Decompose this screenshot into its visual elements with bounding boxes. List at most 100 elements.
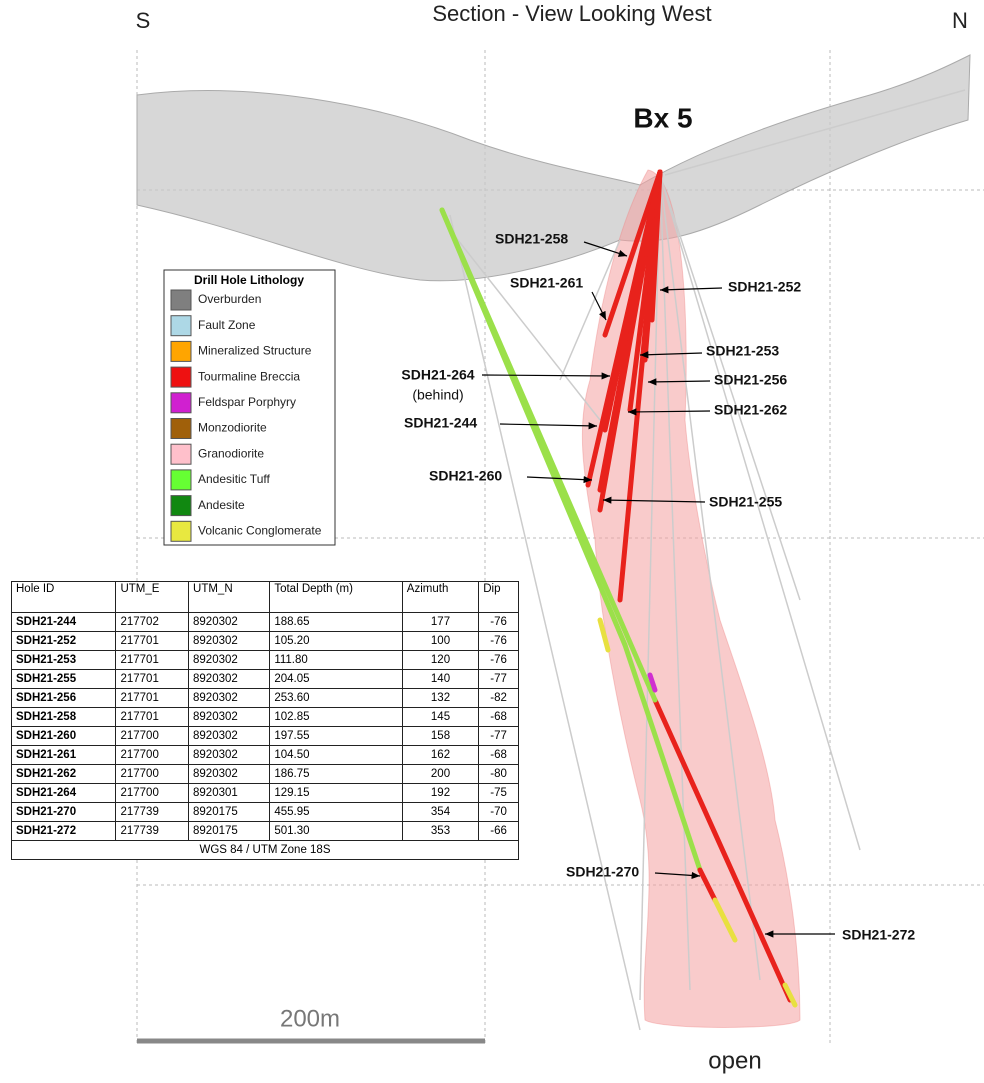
callout-label: SDH21-264 xyxy=(401,367,474,383)
legend-label: Fault Zone xyxy=(198,318,256,332)
table-cell: 501.30 xyxy=(269,821,403,841)
callout-label: SDH21-255 xyxy=(709,494,782,510)
legend-label: Andesitic Tuff xyxy=(198,472,270,486)
callout-label: SDH21-270 xyxy=(566,864,639,880)
table-cell: -66 xyxy=(478,821,519,841)
table-cell: SDH21-260 xyxy=(10,726,117,746)
callout-label: SDH21-261 xyxy=(510,275,583,291)
legend-swatch xyxy=(170,392,192,414)
table-cell: 105.20 xyxy=(269,631,403,651)
table-header-cell: Dip xyxy=(478,581,519,613)
legend-swatch xyxy=(170,366,192,388)
table-cell: 8920302 xyxy=(188,764,271,784)
other-holes xyxy=(449,89,966,1031)
table-header-cell: Hole ID xyxy=(10,581,117,613)
table-body: SDH21-244 217702 8920302 188.65 177 -76 SDH21-… xyxy=(10,612,519,860)
legend-label: Mineralized Structure xyxy=(198,344,312,358)
table-row: SDH21-270 217739 8920175 455.95 354 -70 xyxy=(10,802,519,822)
legend-label: Granodiorite xyxy=(198,446,264,460)
table-cell: 8920301 xyxy=(188,783,271,803)
legend-label: Monzodiorite xyxy=(198,421,267,435)
table-cell: 8920175 xyxy=(188,802,271,822)
table-cell: 217701 xyxy=(115,631,190,651)
title: Section - View Looking West xyxy=(432,1,711,26)
table-header-cell: Azimuth xyxy=(401,581,480,613)
callout-label: SDH21-253 xyxy=(706,343,779,359)
table-cell: 8920302 xyxy=(188,612,271,632)
table-cell: SDH21-256 xyxy=(10,688,117,708)
table-cell: 102.85 xyxy=(269,707,403,727)
table-cell: 129.15 xyxy=(269,783,403,803)
legend-label: Volcanic Conglomerate xyxy=(198,523,322,537)
callout-label: SDH21-260 xyxy=(429,468,502,484)
table-cell: 217702 xyxy=(115,612,190,632)
table-cell: 192 xyxy=(401,783,480,803)
table-cell: 8920302 xyxy=(188,650,271,670)
table-cell: 197.55 xyxy=(269,726,403,746)
table-row: SDH21-264 217700 8920301 129.15 192 -75 xyxy=(10,783,519,803)
drill-holes-tuff xyxy=(439,207,703,873)
legend-swatch xyxy=(170,469,192,491)
callout-label: SDH21-244 xyxy=(404,415,477,431)
table-cell: 204.05 xyxy=(269,669,403,689)
table-cell: 186.75 xyxy=(269,764,403,784)
overburden-solid xyxy=(136,54,971,282)
table-cell: 217700 xyxy=(115,726,190,746)
table-cell: SDH21-258 xyxy=(10,707,117,727)
breccia-body xyxy=(581,169,801,1028)
south-label: S xyxy=(136,8,151,33)
legend-swatch xyxy=(170,289,192,311)
legend-swatch xyxy=(170,520,192,542)
table-cell: 353 xyxy=(401,821,480,841)
legend-swatch xyxy=(170,443,192,465)
table-cell: -80 xyxy=(478,764,519,784)
legend-title: Drill Hole Lithology xyxy=(194,273,304,287)
table-footer: WGS 84 / UTM Zone 18S xyxy=(11,840,519,860)
table-cell: 162 xyxy=(401,745,480,765)
table-cell: SDH21-255 xyxy=(10,669,117,689)
table-cell: 8920302 xyxy=(188,745,271,765)
callout-label: SDH21-258 xyxy=(495,231,568,247)
callout-label: SDH21-272 xyxy=(842,927,915,943)
table-cell: 177 xyxy=(401,612,480,632)
table-cell: -76 xyxy=(478,631,519,651)
table-cell: 145 xyxy=(401,707,480,727)
table-row: SDH21-244 217702 8920302 188.65 177 -76 xyxy=(10,612,519,632)
table-cell: 111.80 xyxy=(269,650,403,670)
table-row: SDH21-253 217701 8920302 111.80 120 -76 xyxy=(10,650,519,670)
table-footer-row: WGS 84 / UTM Zone 18S xyxy=(11,840,519,860)
table-cell: -75 xyxy=(478,783,519,803)
grid xyxy=(136,50,984,1045)
table-cell: 455.95 xyxy=(269,802,403,822)
table-cell: 217701 xyxy=(115,688,190,708)
open-label: open xyxy=(708,1047,761,1074)
table-cell: 217700 xyxy=(115,783,190,803)
callout-label: SDH21-252 xyxy=(728,279,801,295)
target-label: Bx 5 xyxy=(633,102,692,133)
table-cell: -68 xyxy=(478,707,519,727)
table-header-cell: UTM_E xyxy=(115,581,190,613)
callout-arrow xyxy=(602,496,706,504)
table-row: SDH21-258 217701 8920302 102.85 145 -68 xyxy=(10,707,519,727)
legend-label: Feldspar Porphyry xyxy=(198,395,296,409)
table-cell: 8920175 xyxy=(188,821,271,841)
legend-swatch xyxy=(170,418,192,439)
table-cell: SDH21-244 xyxy=(10,612,117,632)
table-cell: 104.50 xyxy=(269,745,403,765)
legend-label: Overburden xyxy=(198,292,261,306)
table-cell: 217739 xyxy=(115,821,190,841)
table-cell: 188.65 xyxy=(269,612,403,632)
table-cell: SDH21-252 xyxy=(10,631,117,651)
table-cell: SDH21-261 xyxy=(10,745,117,765)
table-cell: 253.60 xyxy=(269,688,403,708)
table-cell: 200 xyxy=(401,764,480,784)
table-cell: SDH21-264 xyxy=(10,783,117,803)
table-header-cell: UTM_N xyxy=(188,581,271,613)
table-header-cell: Total Depth (m) xyxy=(269,581,403,613)
table-cell: 8920302 xyxy=(188,669,271,689)
scale-label: 200m xyxy=(280,1005,340,1032)
table-row: SDH21-262 217700 8920302 186.75 200 -80 xyxy=(10,764,519,784)
table-header: Hole ID UTM_E UTM_N Total Depth (m) Azimuth D… xyxy=(10,581,519,613)
